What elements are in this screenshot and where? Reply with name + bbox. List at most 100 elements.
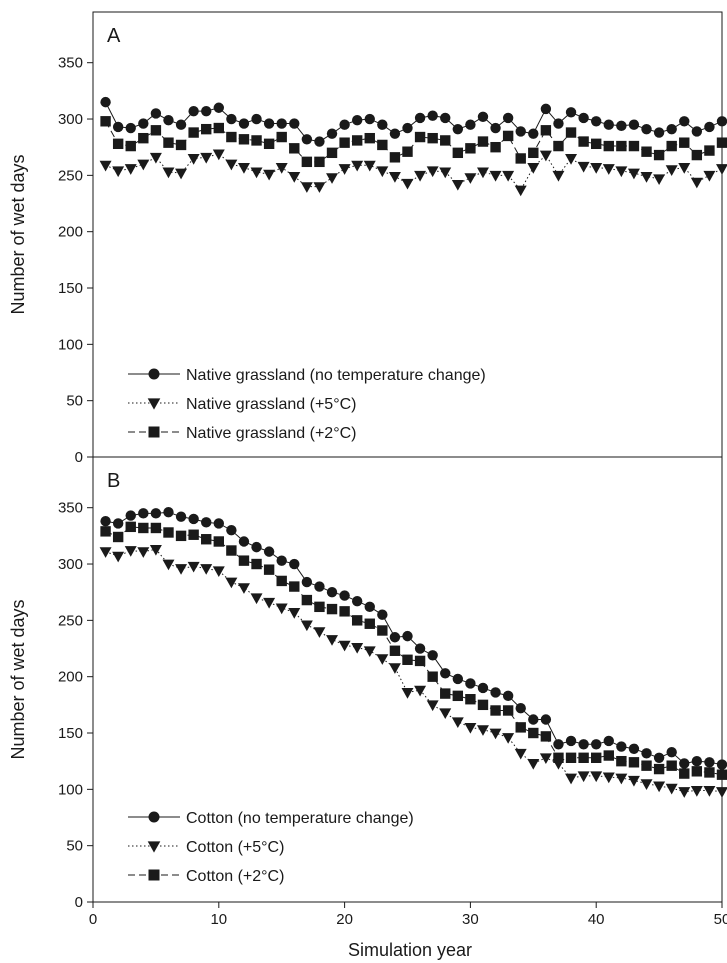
data-point [149, 544, 162, 556]
data-point [100, 116, 111, 127]
data-point [213, 518, 224, 529]
y-tick-label: 150 [58, 280, 83, 297]
data-point [237, 163, 250, 174]
data-point [314, 156, 325, 168]
data-point [314, 581, 325, 592]
data-point [690, 786, 703, 797]
data-point [540, 103, 552, 115]
data-point [616, 755, 627, 767]
series-triangle-down [99, 544, 727, 798]
data-point [263, 169, 276, 181]
data-point [565, 127, 577, 138]
data-point [527, 163, 540, 174]
data-point [289, 143, 300, 154]
data-point [289, 118, 300, 129]
data-point [201, 105, 212, 117]
data-point [628, 743, 640, 754]
data-point [138, 132, 149, 144]
data-point [641, 146, 652, 157]
data-point [339, 119, 350, 130]
data-point [427, 110, 438, 121]
data-point [263, 118, 275, 129]
data-point [300, 620, 313, 632]
data-point [112, 166, 125, 178]
data-point [703, 170, 716, 182]
y-tick-label: 250 [58, 167, 83, 184]
data-point [653, 174, 666, 185]
data-point [616, 140, 627, 152]
data-point [477, 167, 489, 179]
data-point [313, 627, 326, 638]
series-circle [100, 507, 727, 770]
data-point [188, 513, 199, 525]
data-point [615, 166, 628, 178]
data-point [515, 703, 526, 714]
panel-label: B [107, 470, 120, 492]
data-point [690, 177, 703, 189]
data-point [440, 135, 451, 146]
data-point [439, 708, 452, 719]
data-point [364, 618, 375, 629]
data-point [602, 164, 615, 175]
data-point [464, 173, 477, 184]
data-point [716, 769, 727, 780]
data-point [502, 130, 514, 142]
data-point [389, 128, 401, 139]
data-point [275, 163, 288, 174]
data-point [427, 650, 438, 661]
data-point [628, 140, 640, 152]
data-point [175, 511, 187, 522]
data-point [528, 128, 539, 139]
data-point [641, 760, 652, 771]
data-point [364, 601, 375, 613]
data-point [187, 154, 200, 165]
data-point [138, 118, 149, 129]
data-point [691, 755, 703, 767]
data-point [514, 185, 527, 197]
data-point [502, 733, 515, 744]
data-point [452, 690, 464, 702]
data-point [653, 127, 665, 138]
data-point [553, 752, 564, 763]
data-point [225, 577, 238, 589]
data-point [201, 123, 212, 135]
data-point [653, 763, 665, 775]
data-point [200, 564, 213, 575]
data-point [490, 687, 501, 698]
data-point [565, 773, 578, 785]
data-point [112, 531, 124, 543]
legend-entry: Native grassland (+2°C) [128, 425, 356, 442]
plot-frame [92, 456, 723, 903]
data-point [603, 750, 614, 761]
data-point [452, 123, 464, 135]
data-point [716, 116, 727, 127]
data-point [326, 128, 338, 139]
data-point [490, 141, 501, 153]
data-point [201, 534, 212, 545]
data-point [388, 172, 401, 183]
data-point [225, 159, 238, 171]
data-point [251, 541, 262, 553]
data-point [489, 170, 502, 182]
data-point [175, 168, 188, 180]
data-point [539, 753, 552, 765]
legend-label: Cotton (+2°C) [186, 868, 284, 885]
y-axis-label: Number of wet days [8, 599, 28, 759]
data-point [515, 722, 526, 733]
data-point [577, 771, 590, 783]
data-point [138, 522, 149, 534]
data-point [452, 147, 464, 159]
x-tick-label: 40 [588, 911, 605, 928]
data-point [125, 122, 136, 134]
data-point [502, 112, 514, 124]
data-point [628, 757, 640, 768]
data-point [163, 137, 174, 148]
data-point [615, 773, 628, 785]
x-tick-label: 0 [89, 911, 97, 928]
data-point [363, 160, 376, 172]
data-point [301, 576, 313, 588]
data-point [502, 705, 514, 716]
plot-frame [92, 11, 723, 458]
x-tick-label: 10 [210, 911, 227, 928]
data-point [691, 149, 703, 161]
